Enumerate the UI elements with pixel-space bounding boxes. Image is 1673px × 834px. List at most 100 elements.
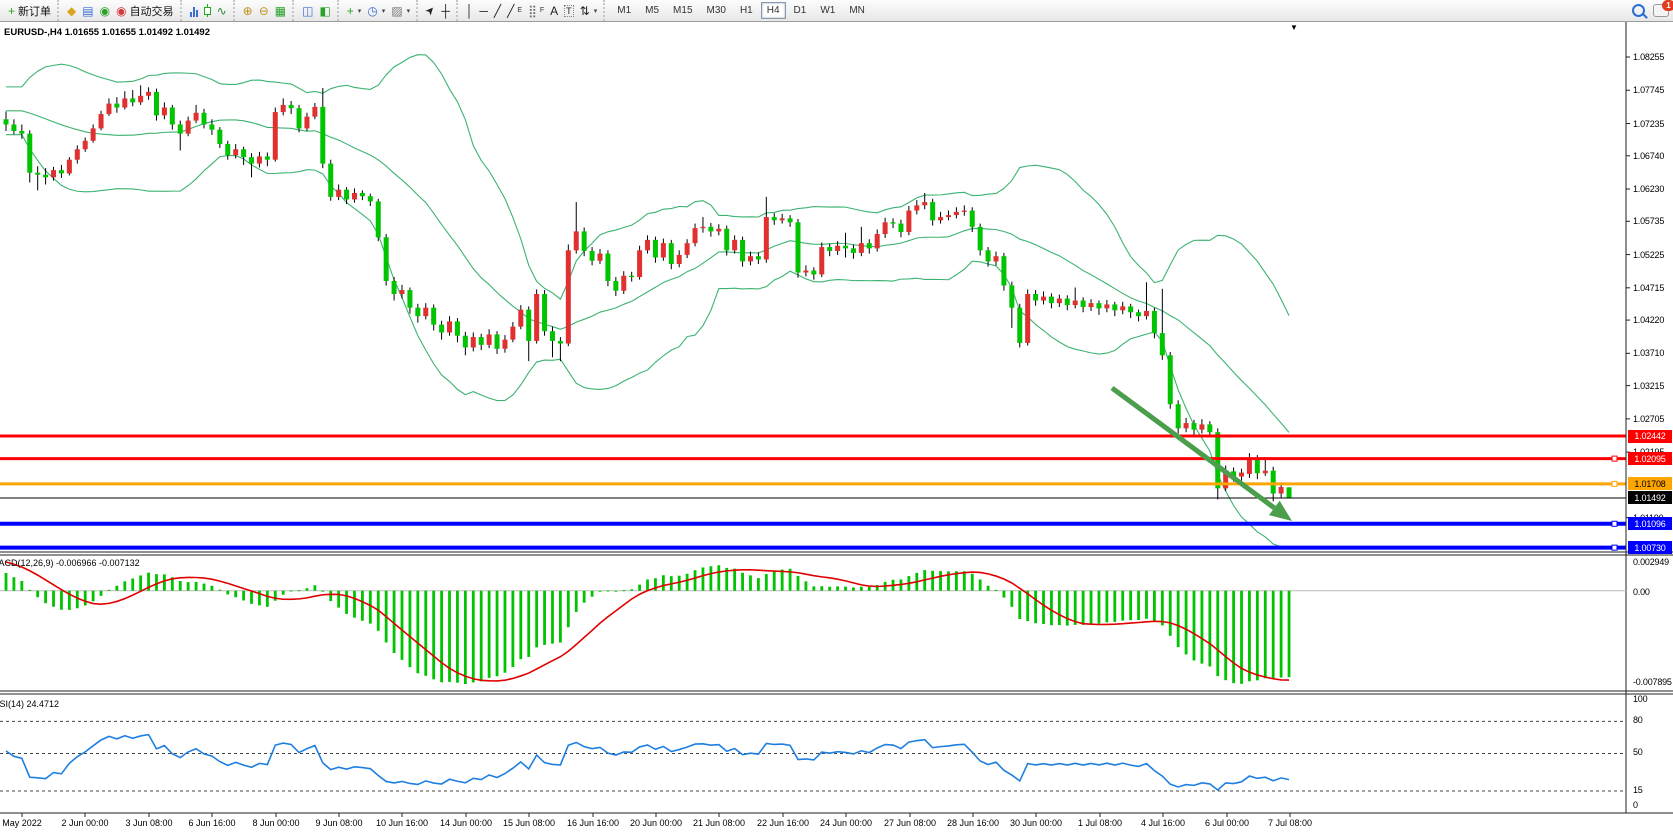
time-tick-label: 2 Jun 00:00 xyxy=(61,818,109,828)
signals-icon[interactable]: ◉ xyxy=(97,2,113,20)
cursor-icon[interactable]: ➤ xyxy=(423,2,438,20)
timeframe-w1-button[interactable]: W1 xyxy=(820,5,836,16)
autotrading-button[interactable]: ◉ 自动交易 xyxy=(113,2,176,20)
chevron-down-icon: ▾ xyxy=(593,7,598,15)
text-icon[interactable]: A xyxy=(547,2,561,20)
new-order-button[interactable]: + 新订单 xyxy=(5,2,54,20)
price-badge: 1.00730 xyxy=(1628,541,1672,555)
chart-shift-marker: ▼ xyxy=(1290,23,1298,32)
autotrading-label: 自动交易 xyxy=(129,5,174,18)
toolbar-group: │ ─ ╱ ╱ E ⣿ F A T ⇅ ▾ xyxy=(455,0,603,21)
timeframe-m15-button[interactable]: M15 xyxy=(673,5,693,16)
zoom-out-icon[interactable]: ⊖ xyxy=(256,2,272,20)
fibonacci-subscript: F xyxy=(539,7,545,14)
new-indicator-window-icon[interactable]: ◫ xyxy=(299,2,316,20)
toolbar-group: + 新订单 xyxy=(0,0,57,21)
market-watch-icon[interactable]: ◆ xyxy=(64,2,79,20)
templates-menu-icon[interactable]: ▨ ▾ xyxy=(388,2,413,20)
chart-window-glyph: ◧ xyxy=(319,3,331,18)
crosshair-icon[interactable]: ┼ xyxy=(438,2,453,20)
indicators-menu-icon[interactable]: + ▾ xyxy=(344,2,365,20)
toolbar-group: ∿ xyxy=(179,0,233,21)
macd-axis-label: 0.00 xyxy=(1633,587,1650,597)
chat-icon[interactable]: 1 xyxy=(1653,0,1673,17)
periods-menu-icon[interactable]: ◷ ▾ xyxy=(364,2,388,20)
price-tick-label: 1.04220 xyxy=(1633,315,1665,326)
timeframe-h4-button[interactable]: H4 xyxy=(760,2,786,19)
search-icon[interactable] xyxy=(1632,4,1648,19)
equidistant-channel-subscript: E xyxy=(517,7,523,14)
chevron-down-icon: ▾ xyxy=(357,7,362,15)
indicators-menu-glyph: + xyxy=(346,3,354,18)
data-window-icon[interactable]: ▤ xyxy=(79,2,96,20)
templates-menu-glyph: ▨ xyxy=(391,3,403,18)
timeframe-m30-button[interactable]: M30 xyxy=(706,5,726,16)
time-tick-label: 22 Jun 16:00 xyxy=(756,818,810,828)
equidistant-channel-icon[interactable]: ╱ E xyxy=(504,2,525,20)
price-badge: 1.02442 xyxy=(1628,429,1672,443)
time-tick-label: 21 Jun 08:00 xyxy=(692,818,746,828)
price-badge: 1.01492 xyxy=(1628,491,1672,505)
signals-glyph: ◉ xyxy=(99,3,111,18)
price-axis[interactable]: 1.08255 1.07745 1.07235 1.06740 1.06230 1.057… xyxy=(1627,22,1673,813)
market-watch-glyph: ◆ xyxy=(67,3,77,18)
line-chart-icon[interactable]: ∿ xyxy=(214,2,230,20)
toolbar-right: 1 xyxy=(1632,0,1673,21)
notification-badge: 1 xyxy=(1662,0,1673,11)
candlestick-chart-icon[interactable] xyxy=(201,2,214,20)
time-tick-label: 14 Jun 00:00 xyxy=(439,818,493,828)
fibonacci-glyph: ⣿ xyxy=(528,3,537,18)
time-axis[interactable]: May 2022 2 Jun 00:00 3 Jun 08:00 6 Jun 16:0… xyxy=(0,814,1673,834)
text-label-icon[interactable]: T xyxy=(561,2,577,20)
time-tick-label: 15 Jun 08:00 xyxy=(502,818,556,828)
zoom-in-icon[interactable]: ⊕ xyxy=(240,2,256,20)
new-order-glyph: + xyxy=(8,3,16,18)
bar-chart-icon[interactable] xyxy=(187,2,201,20)
tile-windows-icon[interactable]: ▦ xyxy=(272,2,289,20)
macd-axis-label: -0.007895 xyxy=(1633,677,1672,687)
macd-indicator-label: MACD(12,26,9) -0.006966 -0.007132 xyxy=(0,558,140,568)
toolbar-group: ⊕ ⊖ ▦ xyxy=(232,0,292,21)
time-tick-label: 8 Jun 00:00 xyxy=(252,818,300,828)
time-tick-label: 6 Jul 00:00 xyxy=(1204,818,1250,828)
time-tick-label: 28 Jun 16:00 xyxy=(946,818,1000,828)
timeframe-h1-button[interactable]: H1 xyxy=(739,5,753,16)
horizontal-line-icon[interactable]: ─ xyxy=(476,2,491,20)
timeframe-mn-button[interactable]: MN xyxy=(849,5,865,16)
toolbar-group: ◫ ◧ xyxy=(292,0,337,21)
text-label-glyph: T xyxy=(564,4,574,17)
price-badge: 1.01708 xyxy=(1628,477,1672,491)
periods-menu-glyph: ◷ xyxy=(367,3,378,18)
fibonacci-icon[interactable]: ⣿ F xyxy=(525,2,547,20)
time-tick-label: 27 Jun 08:00 xyxy=(883,818,937,828)
new-indicator-window-glyph: ◫ xyxy=(302,3,314,18)
arrows-menu-icon[interactable]: ⇅ ▾ xyxy=(577,2,601,20)
price-tick-label: 1.02195 xyxy=(1633,447,1664,457)
price-badge: 1.01096 xyxy=(1628,517,1672,531)
trendline-icon[interactable]: ╱ xyxy=(491,2,504,20)
rsi-indicator-label: RSI(14) 24.4712 xyxy=(0,699,60,709)
toolbar: + 新订单 ◆ ▤ ◉ ◉ 自动交易 ∿ ⊕ ⊖ ▦ ◫ ◧ + ▾ ◷ ▾ ▨ ▾ ➤ ┼ │ ─ ╱ ╱ E ⣿ F A T ⇅ ▾ M1 M… xyxy=(0,0,1673,22)
horizontal-line-glyph: ─ xyxy=(479,3,488,18)
zoom-out-glyph: ⊖ xyxy=(258,3,269,18)
time-tick-label: 16 Jun 16:00 xyxy=(566,818,620,828)
equidistant-channel-glyph: ╱ xyxy=(507,3,515,18)
chart-window-icon[interactable]: ◧ xyxy=(316,2,333,20)
arrows-menu-glyph: ⇅ xyxy=(579,3,590,18)
chart-title: EURUSD-,H4 1.01655 1.01655 1.01492 1.014… xyxy=(4,27,210,38)
rsi-axis-label: 80 xyxy=(1633,715,1643,725)
vertical-line-icon[interactable]: │ xyxy=(463,2,477,20)
chevron-down-icon: ▾ xyxy=(381,7,386,15)
chevron-down-icon: ▾ xyxy=(406,7,411,15)
timeframe-m1-button[interactable]: M1 xyxy=(617,5,632,16)
time-tick-label: 1 Jul 08:00 xyxy=(1077,818,1123,828)
time-tick-label: 30 Jun 00:00 xyxy=(1009,818,1063,828)
time-tick-label: 10 Jun 16:00 xyxy=(375,818,429,828)
timeframe-m5-button[interactable]: M5 xyxy=(645,5,660,16)
price-tick-label: 1.05225 xyxy=(1633,249,1665,260)
timeframe-d1-button[interactable]: D1 xyxy=(793,5,807,16)
price-tick-label: 1.03710 xyxy=(1633,348,1665,359)
time-tick-label: 6 Jun 16:00 xyxy=(188,818,236,828)
time-tick-label: 4 Jul 16:00 xyxy=(1140,818,1186,828)
